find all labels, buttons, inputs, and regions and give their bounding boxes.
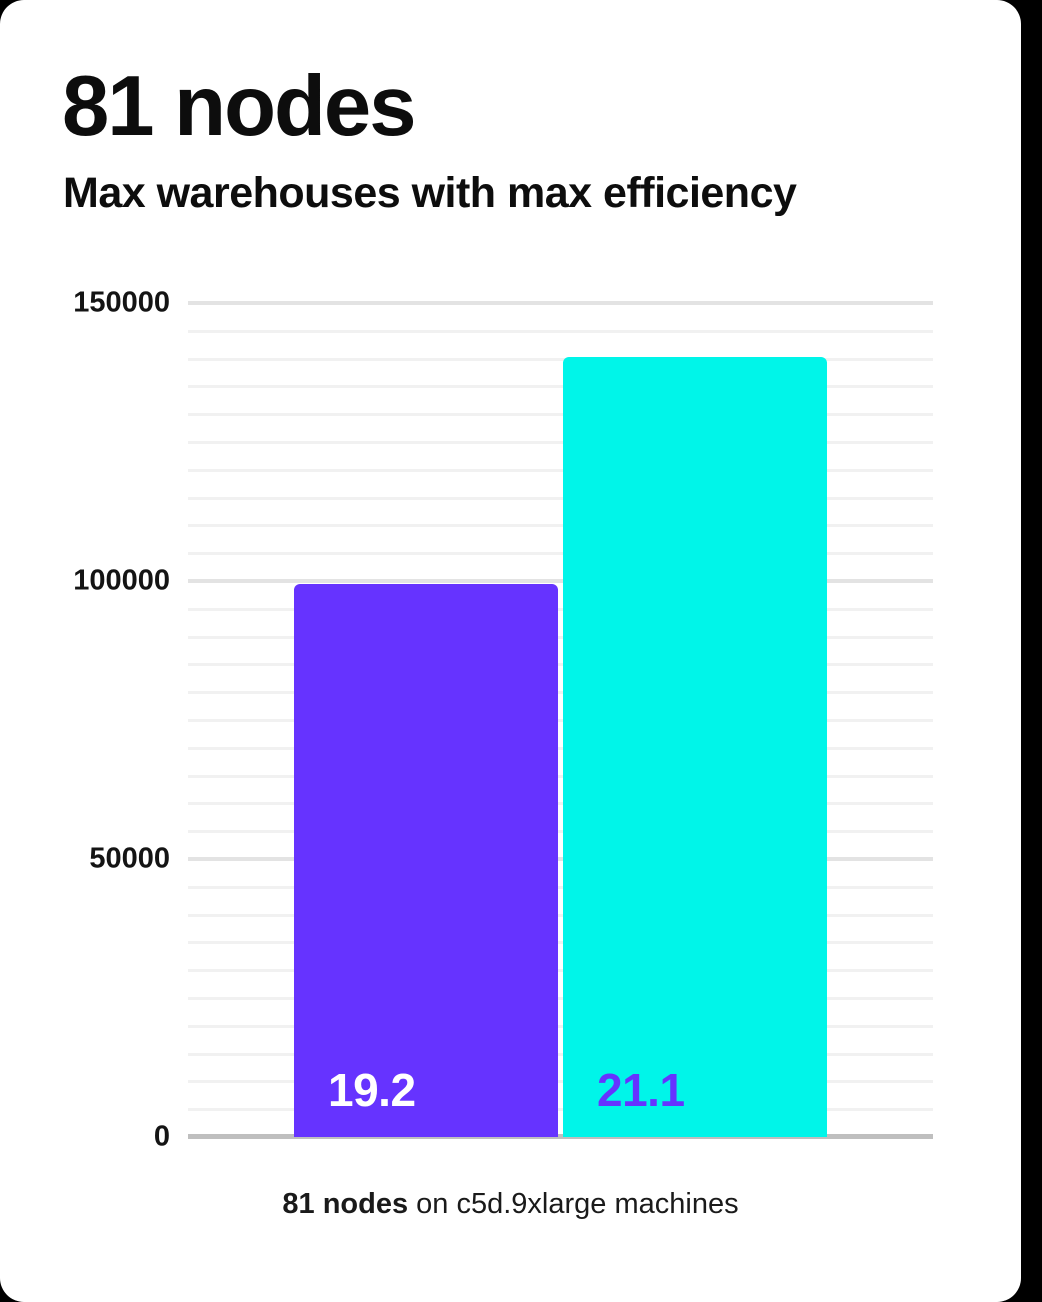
minor-gridline — [188, 1052, 933, 1056]
caption-bold-text: 81 nodes — [282, 1188, 409, 1220]
bar-21.1: 21.1 — [563, 357, 827, 1137]
minor-gridline — [188, 329, 933, 333]
minor-gridline — [188, 969, 933, 973]
bar-value-label: 21.1 — [597, 1064, 685, 1116]
minor-gridline — [188, 385, 933, 389]
chart-card: 81 nodes Max warehouses with max efficie… — [0, 0, 1021, 1302]
minor-gridline — [188, 885, 933, 889]
chart-title: 81 nodes — [62, 59, 416, 154]
minor-gridline — [188, 941, 933, 945]
minor-gridline — [188, 1080, 933, 1084]
minor-gridline — [188, 830, 933, 834]
minor-gridline — [188, 719, 933, 722]
minor-gridline — [188, 691, 933, 695]
y-axis-tick-label: 150000 — [73, 286, 170, 319]
major-gridline — [188, 857, 933, 861]
minor-gridline — [188, 468, 933, 472]
minor-gridline — [188, 1108, 933, 1112]
minor-gridline — [188, 1024, 933, 1028]
minor-gridline — [188, 663, 933, 667]
bar-19.2: 19.2 — [294, 584, 558, 1137]
bar-value-label: 19.2 — [328, 1064, 416, 1116]
minor-gridline — [188, 774, 933, 778]
y-axis-tick-label: 0 — [153, 1120, 170, 1153]
minor-gridline — [188, 357, 933, 361]
minor-gridline — [188, 441, 933, 444]
minor-gridline — [188, 552, 933, 556]
y-axis-tick-label: 50000 — [89, 842, 170, 875]
major-gridline — [188, 579, 933, 583]
minor-gridline — [188, 413, 933, 417]
caption-regular-text: on c5d.9xlarge machines — [408, 1188, 739, 1220]
minor-gridline — [188, 496, 933, 500]
plot-area: 19.2 21.1 — [188, 301, 933, 1139]
chart-subtitle: Max warehouses with max efficiency — [63, 169, 797, 217]
minor-gridline — [188, 913, 933, 917]
minor-gridline — [188, 524, 933, 528]
minor-gridline — [188, 607, 933, 611]
minor-gridline — [188, 997, 933, 1000]
minor-gridline — [188, 802, 933, 806]
minor-gridline — [188, 635, 933, 639]
x-axis-baseline — [188, 1134, 933, 1139]
minor-gridline — [188, 746, 933, 750]
major-gridline — [188, 301, 933, 305]
y-axis-tick-label: 100000 — [73, 564, 170, 597]
chart-caption: 81 nodes on c5d.9xlarge machines — [0, 1186, 1021, 1224]
